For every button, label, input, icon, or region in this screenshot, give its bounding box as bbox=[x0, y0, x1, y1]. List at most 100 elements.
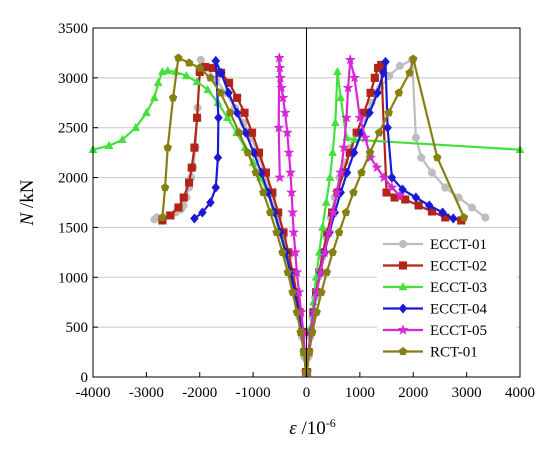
data-point bbox=[149, 92, 159, 102]
data-point bbox=[318, 222, 327, 231]
legend: ECCT-01 ECCT-02 ECCT-03 ECCT-04 ECCT-05 RCT-0… bbox=[377, 232, 517, 369]
y-axis-label-symbol: N bbox=[17, 211, 38, 226]
data-point bbox=[287, 206, 299, 218]
data-point bbox=[481, 213, 490, 222]
data-point bbox=[174, 203, 183, 212]
data-point bbox=[274, 62, 286, 73]
data-point bbox=[398, 261, 408, 270]
data-point bbox=[196, 55, 205, 64]
data-point bbox=[438, 207, 447, 218]
data-point bbox=[243, 148, 253, 157]
data-point bbox=[160, 183, 170, 192]
x-tick-label: -1000 bbox=[236, 385, 271, 401]
data-point bbox=[296, 327, 305, 336]
data-point bbox=[274, 71, 286, 83]
y-axis-label: N /kN bbox=[17, 179, 38, 226]
series-rct-01 bbox=[158, 53, 469, 376]
data-point bbox=[371, 161, 383, 173]
data-point bbox=[104, 140, 114, 149]
data-point bbox=[349, 147, 359, 158]
series-group bbox=[88, 52, 525, 378]
data-point bbox=[233, 93, 242, 102]
data-point bbox=[278, 247, 287, 256]
x-axis-label-unit: /10 bbox=[297, 418, 326, 439]
data-point bbox=[181, 70, 191, 80]
data-point bbox=[441, 183, 450, 192]
data-point bbox=[394, 189, 406, 201]
legend-item: ECCT-03 bbox=[383, 280, 487, 296]
legend-background bbox=[377, 232, 517, 369]
data-point bbox=[251, 168, 261, 177]
data-point bbox=[432, 153, 442, 162]
series-line bbox=[161, 65, 308, 373]
data-point bbox=[288, 226, 300, 238]
data-point bbox=[216, 88, 225, 97]
data-point bbox=[344, 54, 356, 65]
data-point bbox=[354, 111, 366, 123]
data-point bbox=[398, 347, 408, 356]
data-point bbox=[131, 122, 141, 132]
data-point bbox=[272, 227, 281, 237]
data-point bbox=[370, 73, 379, 82]
data-point bbox=[374, 128, 384, 137]
data-point bbox=[141, 107, 151, 117]
data-point bbox=[283, 146, 295, 158]
data-point bbox=[206, 73, 215, 82]
data-point bbox=[150, 215, 159, 224]
y-axis-label-unit: /kN bbox=[17, 179, 38, 213]
data-point bbox=[291, 266, 303, 278]
data-point bbox=[203, 84, 213, 94]
data-point bbox=[225, 108, 235, 117]
data-point bbox=[198, 207, 207, 218]
y-tick-label: 3000 bbox=[58, 71, 88, 87]
x-tick-label: -3000 bbox=[129, 385, 164, 401]
axis-ticks: -4000 -3000 -2000 -1000 0 1000 2000 3000 4000 0 50… bbox=[58, 21, 535, 401]
data-point bbox=[328, 247, 337, 256]
data-point bbox=[398, 282, 408, 291]
legend-label: ECCT-04 bbox=[430, 302, 487, 318]
data-point bbox=[424, 200, 434, 211]
data-point bbox=[283, 267, 293, 276]
y-tick-label: 1000 bbox=[58, 270, 88, 286]
x-tick-label: 1000 bbox=[345, 385, 375, 401]
data-point bbox=[327, 206, 339, 218]
data-point bbox=[153, 77, 163, 87]
data-point bbox=[408, 54, 418, 63]
data-point bbox=[224, 87, 233, 98]
data-point bbox=[166, 211, 175, 220]
legend-label: ECCT-02 bbox=[430, 259, 487, 275]
data-point bbox=[459, 212, 469, 222]
data-point bbox=[258, 188, 268, 197]
data-point bbox=[184, 58, 194, 67]
data-point bbox=[288, 287, 297, 296]
data-point bbox=[397, 324, 409, 335]
data-point bbox=[333, 66, 342, 76]
data-point bbox=[223, 112, 232, 122]
data-point bbox=[330, 117, 340, 127]
data-point bbox=[187, 163, 196, 172]
data-point bbox=[386, 181, 398, 193]
data-point bbox=[273, 52, 285, 63]
data-point bbox=[299, 347, 309, 356]
data-point bbox=[338, 141, 350, 153]
data-point bbox=[381, 56, 390, 68]
y-tick-label: 2000 bbox=[58, 171, 88, 187]
legend-item: ECCT-02 bbox=[383, 259, 487, 275]
data-point bbox=[211, 55, 221, 67]
x-axis-label-exponent: -6 bbox=[326, 416, 336, 430]
data-point bbox=[331, 186, 343, 198]
y-tick-label: 3500 bbox=[58, 21, 88, 37]
data-point bbox=[157, 66, 167, 76]
data-point bbox=[163, 143, 172, 152]
data-point bbox=[174, 53, 183, 62]
data-point bbox=[190, 143, 199, 152]
x-axis-label: ε /10-6 bbox=[289, 416, 336, 439]
legend-label: RCT-01 bbox=[430, 345, 478, 361]
data-point bbox=[279, 106, 291, 118]
data-point bbox=[364, 151, 377, 163]
data-point bbox=[274, 171, 286, 183]
data-point bbox=[240, 108, 249, 117]
data-point bbox=[398, 239, 408, 249]
data-point bbox=[340, 111, 353, 123]
